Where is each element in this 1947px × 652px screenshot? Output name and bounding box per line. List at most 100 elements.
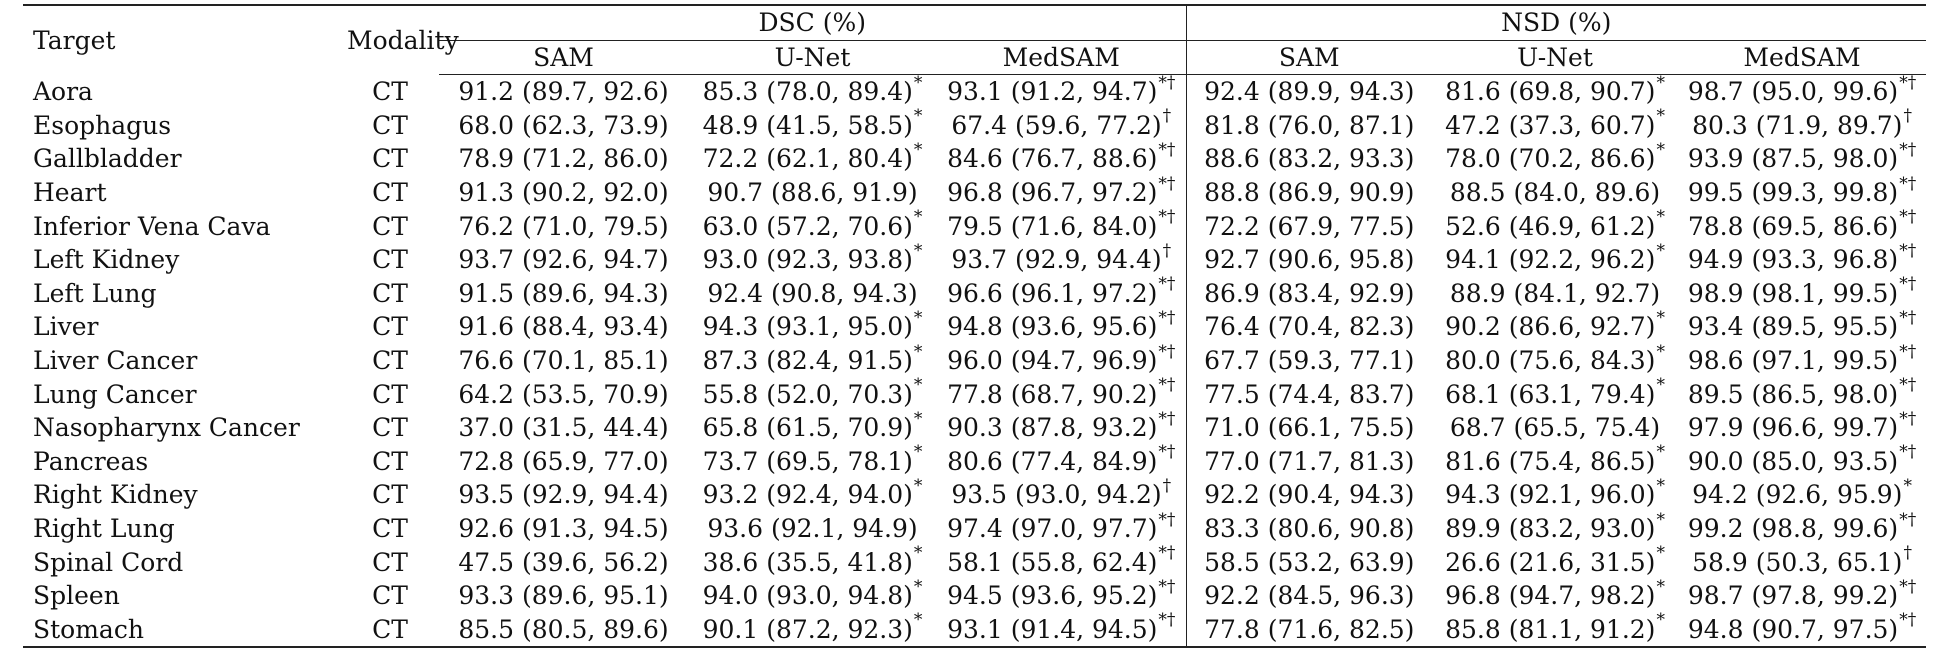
cell-value: 48.9 (41.5, 58.5) <box>702 110 913 140</box>
cell-nsd-sam: 67.7 (59.3, 77.1) <box>1186 344 1432 378</box>
cell-value: 78.0 (70.2, 86.6) <box>1445 144 1656 174</box>
cell-modality: CT <box>341 612 439 649</box>
cell-value: 90.0 (85.0, 93.5) <box>1687 446 1899 476</box>
cell-value: 96.6 (96.1, 97.2) <box>947 278 1158 308</box>
cell-nsd-medsam: 98.9 (98.1, 99.5)*† <box>1678 274 1926 311</box>
cell-dsc-medsam: 93.5 (93.0, 94.2)† <box>937 477 1187 512</box>
cell-value: 90.1 (87.2, 92.3) <box>702 614 913 644</box>
cell-value: 68.7 (65.5, 75.4) <box>1449 413 1661 443</box>
cell-value: 86.9 (83.4, 92.9) <box>1204 278 1415 308</box>
cell-dsc-medsam: 79.5 (71.6, 84.0)*† <box>937 209 1187 244</box>
cell-value: 47.2 (37.3, 60.7) <box>1445 110 1656 140</box>
cell-dsc-unet: 73.7 (69.5, 78.1)* <box>688 444 937 479</box>
cell-dsc-sam: 93.3 (89.6, 95.1) <box>439 579 688 613</box>
header-nsd-medsam: MedSAM <box>1678 39 1927 76</box>
significance-marker: * <box>913 610 923 631</box>
significance-marker: † <box>1162 106 1172 127</box>
table-row: Spleen CT 93.3 (89.6, 95.1) 94.0 (93.0, 94.… <box>23 576 1926 613</box>
cell-value: 65.8 (61.5, 70.9) <box>702 413 913 443</box>
cell-value: 94.3 (93.1, 95.0) <box>702 312 913 342</box>
cell-value: 91.3 (90.2, 92.0) <box>458 177 669 207</box>
cell-dsc-medsam: 97.4 (97.0, 97.7)*† <box>937 511 1187 546</box>
cell-nsd-unet: 68.1 (63.1, 79.4)* <box>1432 377 1678 412</box>
cell-value: 80.0 (75.6, 84.3) <box>1445 345 1656 375</box>
header-nsd-group: NSD (%) <box>1186 3 1927 41</box>
cell-target: Stomach <box>23 612 341 649</box>
significance-marker: * <box>1656 72 1665 93</box>
cell-nsd-medsam: 94.8 (90.7, 97.5)*† <box>1678 610 1927 649</box>
cell-value: 58.9 (50.3, 65.1) <box>1692 547 1903 577</box>
table-row: Gallbladder CT 78.9 (71.2, 86.0) 72.2 (62.1… <box>23 142 1926 176</box>
significance-marker: * <box>913 207 923 228</box>
cell-value: 76.4 (70.4, 82.3) <box>1204 312 1415 342</box>
cell-dsc-unet: 93.6 (92.1, 94.9) <box>688 512 937 546</box>
significance-marker: *† <box>1158 408 1176 429</box>
cell-modality: CT <box>372 245 408 275</box>
significance-marker: *† <box>1899 509 1917 530</box>
cell-nsd-unet: 78.0 (70.2, 86.6)* <box>1432 142 1678 176</box>
significance-marker: † <box>1162 240 1172 261</box>
cell-nsd-unet: 80.0 (75.6, 84.3)* <box>1432 343 1678 378</box>
significance-marker: * <box>1656 106 1665 127</box>
cell-dsc-sam: 91.6 (88.4, 93.4) <box>439 310 688 344</box>
cell-nsd-sam: 76.4 (70.4, 82.3) <box>1186 310 1432 344</box>
cell-value: 90.3 (87.8, 93.2) <box>947 413 1158 443</box>
cell-target: Esophagus <box>33 110 172 140</box>
table-row: Nasopharynx Cancer CT 37.0 (31.5, 44.4) 65.… <box>23 408 1926 445</box>
significance-marker: *† <box>1899 274 1917 295</box>
cell-value: 83.3 (80.6, 90.8) <box>1204 513 1415 543</box>
cell-dsc-sam: 93.7 (92.6, 94.7) <box>439 243 688 277</box>
results-table-container: Target Modality DSC (%) NSD (%) SAM U-Ne… <box>23 3 1927 649</box>
cell-value: 93.1 (91.4, 94.5) <box>947 614 1158 644</box>
cell-value: 98.9 (98.1, 99.5) <box>1687 278 1899 308</box>
table-row: Liver CT 91.6 (88.4, 93.4) 94.3 (93.1, 95.0… <box>23 310 1926 344</box>
cell-dsc-sam: 76.6 (70.1, 85.1) <box>439 344 688 378</box>
significance-marker: *† <box>1158 341 1176 362</box>
cell-nsd-medsam: 98.7 (97.8, 99.2)*† <box>1678 578 1926 613</box>
significance-marker: * <box>1656 610 1665 631</box>
cell-modality: CT <box>372 144 408 174</box>
cell-dsc-medsam: 93.1 (91.4, 94.5)*† <box>937 612 1187 649</box>
cell-value: 80.3 (71.9, 89.7) <box>1692 110 1903 140</box>
significance-marker: * <box>913 72 923 93</box>
header-dsc-medsam: MedSAM <box>937 39 1187 76</box>
cell-nsd-sam: 83.3 (80.6, 90.8) <box>1186 512 1432 546</box>
significance-marker: * <box>1656 240 1665 261</box>
header-dsc-unet: U-Net <box>688 39 937 76</box>
cell-nsd-sam: 88.6 (83.2, 93.3) <box>1186 142 1432 176</box>
significance-marker: * <box>913 140 923 161</box>
cell-value: 98.6 (97.1, 99.5) <box>1687 345 1899 375</box>
table-row: Left Lung CT 91.5 (89.6, 94.3) 92.4 (90.8, … <box>23 274 1926 311</box>
cell-modality: CT <box>372 211 408 241</box>
cell-dsc-medsam: 96.0 (94.7, 96.9)*† <box>937 341 1187 378</box>
cell-dsc-sam: 72.8 (65.9, 77.0) <box>439 445 688 479</box>
cell-nsd-medsam: 90.0 (85.0, 93.5)*† <box>1678 444 1926 479</box>
cell-dsc-medsam: 90.3 (87.8, 93.2)*† <box>937 408 1187 445</box>
cell-nsd-sam: 92.2 (84.5, 96.3) <box>1186 579 1432 613</box>
significance-marker: *† <box>1158 543 1176 564</box>
cell-target: Aora <box>33 76 93 106</box>
cell-value: 88.5 (84.0, 89.6) <box>1449 177 1661 207</box>
cell-modality: CT <box>372 312 408 342</box>
cell-modality: CT <box>372 480 408 510</box>
cell-dsc-unet: 92.4 (90.8, 94.3) <box>688 277 937 311</box>
significance-marker: * <box>1656 140 1665 161</box>
cell-target: Gallbladder <box>33 144 182 174</box>
cell-dsc-unet: 85.3 (78.0, 89.4)* <box>688 72 937 109</box>
cell-target: Lung Cancer <box>33 379 197 409</box>
cell-value: 99.5 (99.3, 99.8) <box>1687 177 1899 207</box>
significance-marker: * <box>913 576 923 597</box>
significance-marker: *† <box>1899 610 1917 631</box>
significance-marker: *† <box>1899 140 1917 161</box>
cell-dsc-sam: 91.3 (90.2, 92.0) <box>439 176 688 210</box>
cell-dsc-unet: 87.3 (82.4, 91.5)* <box>688 343 937 378</box>
table-row: Esophagus CT 68.0 (62.3, 73.9) 48.9 (41.5, … <box>23 106 1926 143</box>
cell-value: 55.8 (52.0, 70.3) <box>702 379 913 409</box>
cell-nsd-sam: 86.9 (83.4, 92.9) <box>1186 277 1432 311</box>
significance-marker: *† <box>1158 72 1176 93</box>
significance-marker: * <box>1656 308 1665 329</box>
cell-value: 91.5 (89.6, 94.3) <box>458 278 669 308</box>
cell-nsd-unet: 26.6 (21.6, 31.5)* <box>1432 545 1678 580</box>
cell-value: 93.1 (91.2, 94.7) <box>947 77 1158 107</box>
cell-dsc-sam: 91.2 (89.7, 92.6) <box>439 75 688 109</box>
